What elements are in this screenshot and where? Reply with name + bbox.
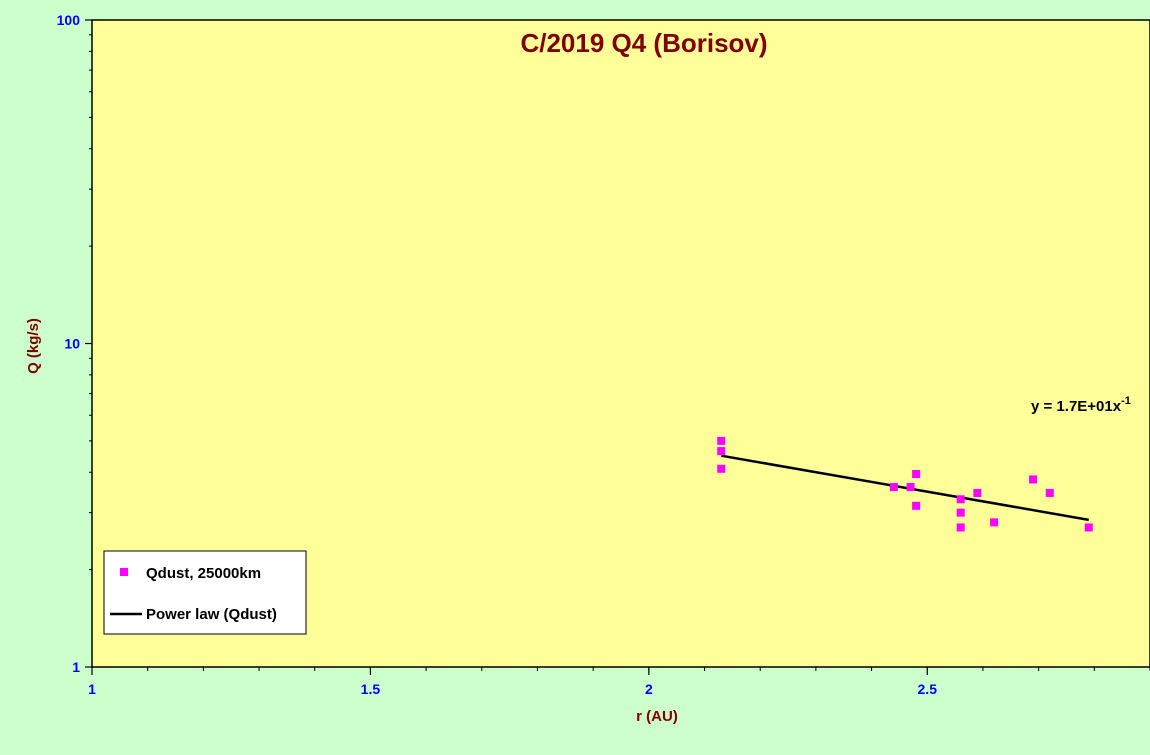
data-point (956, 495, 965, 504)
data-point (717, 436, 726, 445)
data-point (973, 489, 982, 498)
x-axis-ticks: 1 1.5 2 2.5 (88, 667, 937, 697)
data-point (912, 470, 921, 479)
y-tick-label: 100 (57, 12, 81, 28)
data-point (717, 464, 726, 473)
legend-label-qdust: Qdust, 25000km (146, 565, 261, 582)
x-axis-title: r (AU) (636, 708, 678, 725)
data-point (717, 447, 726, 456)
x-tick-label: 2 (645, 681, 653, 697)
y-tick-label: 10 (64, 336, 80, 352)
equation-main: y = 1.7E+01x (1031, 398, 1122, 415)
data-point (990, 518, 999, 527)
equation-exponent: -1 (1121, 395, 1131, 407)
legend-marker-qdust (120, 568, 128, 576)
y-axis-title: Q (kg/s) (25, 318, 42, 374)
x-tick-label: 1.5 (361, 681, 381, 697)
data-point (1029, 475, 1038, 484)
x-tick-label: 1 (88, 681, 96, 697)
legend-label-power-law: Power law (Qdust) (146, 606, 277, 623)
data-point (1084, 523, 1093, 532)
data-point (956, 523, 965, 532)
legend: Qdust, 25000km Power law (Qdust) (103, 550, 307, 635)
data-points (717, 436, 1093, 532)
data-point (956, 508, 965, 517)
chart-title: C/2019 Q4 (Borisov) (520, 28, 767, 58)
x-minor-ticks (91, 667, 1150, 671)
y-tick-label: 1 (72, 659, 80, 675)
legend-box (103, 550, 307, 635)
data-point (912, 501, 921, 510)
data-point (906, 483, 915, 492)
data-point (889, 483, 898, 492)
trendline-equation: y = 1.7E+01x-1 (1031, 395, 1131, 415)
power-law-fit-line (721, 454, 1089, 522)
data-point (1045, 489, 1054, 498)
x-tick-label: 2.5 (918, 681, 938, 697)
y-axis-ticks: 1 10 100 (57, 12, 92, 675)
